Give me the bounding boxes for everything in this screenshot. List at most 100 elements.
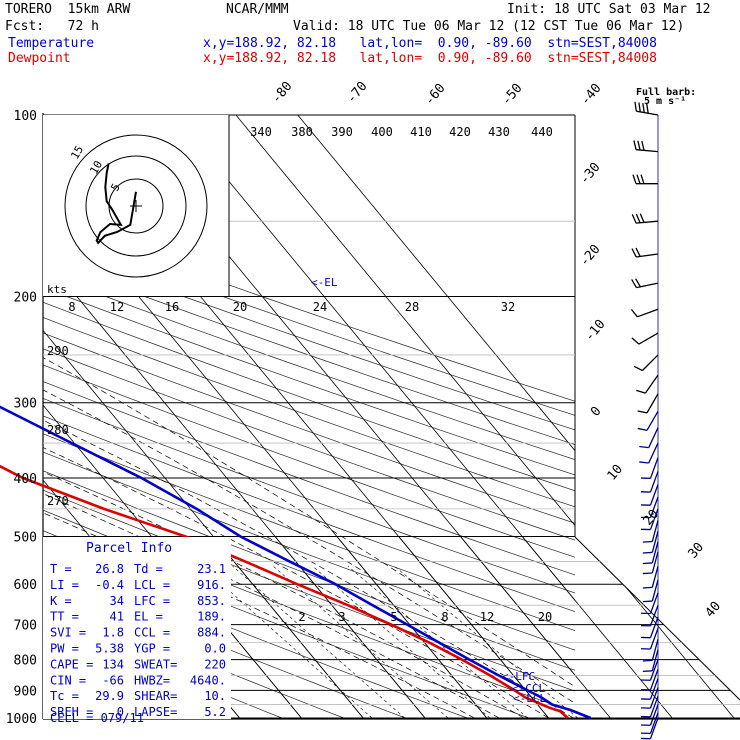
parcel-key: SWEAT= (134, 657, 177, 671)
wind-barb (640, 604, 659, 627)
isotherm-label: -60 (422, 81, 449, 109)
speed-axis-label: 20 (233, 300, 247, 314)
mixing-ratio-label: 8 (441, 610, 448, 624)
parcel-value: 4640. (190, 673, 226, 687)
temperature-legend: Temperature (8, 36, 95, 51)
parcel-value: 220 (204, 657, 226, 671)
hodograph-ring (64, 134, 208, 278)
parcel-value: 26.8 (95, 562, 124, 576)
wind-barb (640, 484, 659, 506)
wind-barb (633, 140, 659, 153)
wind-barb (630, 308, 659, 318)
parcel-value: 134 (102, 657, 124, 671)
parcel-key: CAPE = (50, 657, 93, 671)
wind-barb (633, 354, 659, 372)
valid-time: Valid: 18 UTC Tue 06 Mar 12 (12 CST Tue … (293, 19, 685, 34)
level-annotation: <-CCL (512, 682, 545, 695)
mixing-ratio-line (273, 565, 449, 719)
wind-barb (631, 332, 659, 345)
wind-barb (640, 695, 659, 718)
pressure-label: 100 (14, 109, 37, 124)
theta-label: 430 (488, 125, 510, 139)
dewpoint-location: x,y=188.92, 82.18 lat,lon= 0.90, -89.60 … (203, 51, 657, 66)
pressure-label: 300 (14, 397, 37, 412)
moist-adiabat (43, 389, 575, 704)
isotherm (235, 114, 575, 527)
pressure-label: 1000 (6, 712, 37, 727)
parcel-key: LCL = (134, 578, 170, 592)
parcel-value: 34 (110, 594, 124, 608)
parcel-value: 189. (197, 610, 226, 624)
parcel-value: 916. (197, 578, 226, 592)
wind-barb (642, 638, 659, 662)
wind-barb (640, 457, 659, 479)
wind-barb (642, 565, 659, 589)
wind-barb (640, 471, 659, 493)
wind-barb (640, 687, 659, 709)
dry-adiabat-label: 290 (47, 344, 69, 358)
wind-barb (636, 374, 659, 394)
wind-barb (640, 678, 659, 700)
theta-label: 410 (410, 125, 432, 139)
hodograph-trace (95, 163, 137, 245)
speed-axis-label: 12 (110, 300, 124, 314)
mixing-ratio-line (312, 565, 491, 719)
parcel-cell: CELL = 079/11 (50, 711, 144, 725)
parcel-title: Parcel Info (86, 541, 172, 556)
parcel-key: EL = (134, 610, 163, 624)
mixing-ratio-line (201, 565, 373, 719)
dewpoint-profile (0, 464, 569, 719)
isotherm-label: 30 (686, 540, 708, 562)
wind-barb (640, 616, 659, 639)
parcel-value: 41 (110, 610, 124, 624)
isotherm-label: -10 (582, 317, 609, 345)
theta-label: 420 (449, 125, 471, 139)
parcel-value: 853. (197, 594, 226, 608)
parcel-key: Td = (134, 562, 163, 576)
parcel-key: Tc = (50, 689, 79, 703)
mixing-ratio-line (232, 565, 405, 719)
model-name: TORERO 15km ARW (5, 2, 131, 17)
hodograph-ring-label: 10 (87, 159, 105, 177)
sounding-profiles (0, 405, 592, 720)
data-source: NCAR/MMM (226, 2, 289, 17)
mixing-ratio-line (347, 565, 528, 719)
wind-barb (642, 649, 659, 673)
wind-barb (640, 592, 659, 615)
parcel-value: -0.4 (95, 578, 124, 592)
level-annotation: <-LCL (513, 692, 546, 705)
parcel-key: LI = (50, 578, 79, 592)
parcel-value: 10. (204, 689, 226, 703)
speed-axis-label: 16 (165, 300, 179, 314)
temperature-location: x,y=188.92, 82.18 lat,lon= 0.90, -89.60 … (203, 36, 657, 51)
parcel-key: PW = (50, 642, 79, 656)
theta-label: 380 (291, 125, 313, 139)
parcel-key: SREH = (50, 705, 93, 719)
isotherm (173, 114, 575, 601)
level-annotation: <-EL (311, 276, 338, 289)
mixing-ratio-label: 2 (298, 610, 305, 624)
dry-adiabat-label: 280 (47, 423, 69, 437)
speed-axis-label: 24 (313, 300, 327, 314)
mixing-ratio-label: 5 (390, 610, 397, 624)
barb-legend-line1: Full barb: (636, 87, 696, 98)
wind-barb (640, 712, 659, 735)
parcel-value: 5.38 (95, 642, 124, 656)
wind-barb (640, 508, 659, 531)
theta-label: 440 (531, 125, 553, 139)
parcel-key: CCL = (134, 626, 170, 640)
wind-barb (634, 101, 659, 116)
pressure-label: 400 (14, 472, 37, 487)
parcel-key: YGP = (134, 642, 170, 656)
mixing-ratio-line (394, 565, 578, 719)
wind-barb (642, 520, 659, 543)
parcel-value: 1.8 (102, 626, 124, 640)
parcel-value: 0.0 (204, 642, 226, 656)
forecast-hour: Fcst: 72 h (5, 19, 99, 34)
parcel-info-panel: Parcel Info T = 26.8 Td = 23.1 LI = -0.4 LCL = 9… (43, 537, 231, 725)
isotherm (460, 537, 611, 719)
pressure-label: 700 (14, 619, 37, 634)
moist-adiabat (43, 471, 525, 719)
parcel-key: SVI = (50, 626, 86, 640)
